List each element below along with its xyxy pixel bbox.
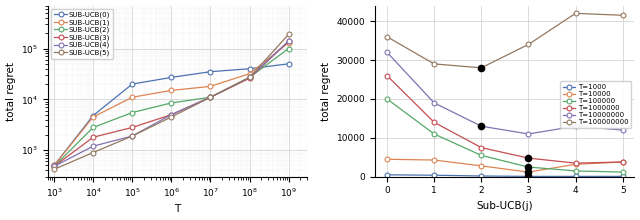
SUB-UCB(5) — [90, 151, 97, 154]
SUB-UCB(2) — [90, 126, 97, 129]
Line: SUB-UCB(1): SUB-UCB(1) — [52, 40, 291, 168]
T=100000000 — [525, 43, 532, 46]
T=1000 — [477, 175, 485, 177]
T=100000 — [572, 170, 579, 172]
T=1000000 — [619, 161, 627, 163]
SUB-UCB(3) — [246, 77, 253, 80]
T=10000000 — [477, 125, 485, 128]
Y-axis label: total regret: total regret — [321, 62, 331, 121]
T=1000 — [383, 174, 391, 176]
SUB-UCB(0) — [285, 62, 292, 65]
Legend: SUB-UCB(0), SUB-UCB(1), SUB-UCB(2), SUB-UCB(3), SUB-UCB(4), SUB-UCB(5): SUB-UCB(0), SUB-UCB(1), SUB-UCB(2), SUB-… — [51, 9, 113, 59]
T=100000000 — [383, 35, 391, 38]
SUB-UCB(4) — [50, 165, 58, 168]
SUB-UCB(0) — [129, 83, 136, 85]
SUB-UCB(1) — [129, 96, 136, 99]
Line: T=10000: T=10000 — [385, 157, 625, 174]
SUB-UCB(0) — [50, 164, 58, 167]
T=100000 — [477, 154, 485, 157]
SUB-UCB(1) — [285, 41, 292, 44]
SUB-UCB(5) — [168, 116, 175, 118]
SUB-UCB(5) — [246, 76, 253, 79]
SUB-UCB(2) — [246, 76, 253, 79]
T=10000000 — [572, 125, 579, 128]
SUB-UCB(0) — [246, 67, 253, 70]
SUB-UCB(4) — [246, 76, 253, 79]
X-axis label: T: T — [175, 204, 180, 214]
SUB-UCB(1) — [207, 85, 214, 88]
X-axis label: Sub-UCB(j): Sub-UCB(j) — [477, 201, 533, 211]
SUB-UCB(5) — [50, 168, 58, 171]
SUB-UCB(0) — [168, 76, 175, 79]
SUB-UCB(1) — [50, 164, 58, 167]
T=1000 — [572, 175, 579, 178]
SUB-UCB(0) — [207, 70, 214, 73]
Line: T=10000000: T=10000000 — [385, 50, 625, 136]
T=1000000 — [477, 146, 485, 149]
Line: SUB-UCB(5): SUB-UCB(5) — [52, 32, 291, 172]
SUB-UCB(4) — [90, 145, 97, 147]
SUB-UCB(3) — [285, 40, 292, 42]
T=10000000 — [619, 129, 627, 131]
T=10000 — [430, 159, 438, 161]
SUB-UCB(2) — [129, 111, 136, 114]
SUB-UCB(2) — [207, 96, 214, 99]
T=10000000 — [430, 101, 438, 104]
SUB-UCB(1) — [90, 116, 97, 118]
SUB-UCB(4) — [129, 135, 136, 137]
Legend: T=1000, T=10000, T=100000, T=1000000, T=10000000, T=100000000: T=1000, T=10000, T=100000, T=1000000, T=… — [560, 81, 631, 128]
T=100000000 — [430, 63, 438, 65]
T=1000000 — [430, 121, 438, 124]
T=1000 — [430, 174, 438, 176]
SUB-UCB(3) — [129, 126, 136, 129]
Line: SUB-UCB(4): SUB-UCB(4) — [52, 39, 291, 169]
Line: SUB-UCB(0): SUB-UCB(0) — [52, 61, 291, 168]
SUB-UCB(2) — [285, 47, 292, 50]
SUB-UCB(5) — [285, 33, 292, 36]
Line: SUB-UCB(3): SUB-UCB(3) — [52, 39, 291, 169]
SUB-UCB(1) — [246, 72, 253, 75]
SUB-UCB(4) — [168, 113, 175, 116]
T=10000 — [477, 165, 485, 167]
Line: T=1000: T=1000 — [385, 172, 625, 179]
SUB-UCB(3) — [50, 165, 58, 168]
SUB-UCB(2) — [168, 102, 175, 104]
T=100000 — [619, 171, 627, 173]
Y-axis label: total regret: total regret — [6, 62, 15, 121]
SUB-UCB(3) — [90, 136, 97, 139]
T=10000 — [572, 163, 579, 166]
Line: T=1000000: T=1000000 — [385, 73, 625, 166]
T=100000 — [430, 133, 438, 135]
T=1000 — [525, 175, 532, 178]
Line: SUB-UCB(2): SUB-UCB(2) — [52, 46, 291, 169]
SUB-UCB(2) — [50, 165, 58, 168]
SUB-UCB(1) — [168, 89, 175, 92]
T=1000000 — [383, 74, 391, 77]
T=1000000 — [572, 162, 579, 165]
SUB-UCB(5) — [207, 96, 214, 99]
Line: T=100000: T=100000 — [385, 97, 625, 174]
T=10000 — [525, 171, 532, 173]
SUB-UCB(0) — [90, 114, 97, 117]
T=100000000 — [572, 12, 579, 15]
T=100000 — [525, 166, 532, 168]
T=1000000 — [525, 157, 532, 160]
SUB-UCB(4) — [207, 96, 214, 99]
T=10000000 — [383, 51, 391, 53]
T=100000000 — [477, 66, 485, 69]
T=1000 — [619, 175, 627, 178]
T=100000 — [383, 98, 391, 100]
T=100000000 — [619, 14, 627, 16]
T=10000 — [619, 161, 627, 163]
SUB-UCB(3) — [207, 96, 214, 99]
T=10000 — [383, 158, 391, 161]
SUB-UCB(4) — [285, 40, 292, 42]
Line: T=100000000: T=100000000 — [385, 11, 625, 70]
SUB-UCB(3) — [168, 113, 175, 116]
SUB-UCB(5) — [129, 135, 136, 137]
T=10000000 — [525, 133, 532, 135]
